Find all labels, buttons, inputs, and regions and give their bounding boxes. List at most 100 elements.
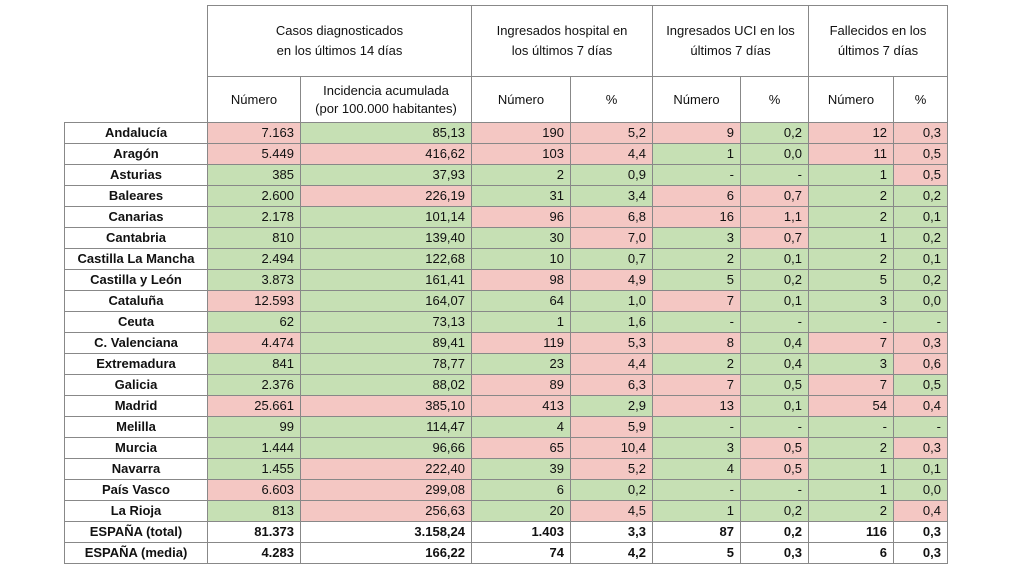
value-cell: - [808,416,894,438]
blank-cell [65,6,208,77]
value-cell: 65 [471,437,571,459]
total-cell: 116 [808,521,894,543]
value-cell: 7.163 [207,122,301,144]
value-cell: 161,41 [300,269,472,291]
value-cell: 20 [471,500,571,522]
region-row: Baleares 2.600 226,19 31 3,4 6 0,7 2 0,2 [64,185,948,207]
value-cell: 13 [652,395,741,417]
value-cell: 0,3 [893,122,948,144]
region-name: Murcia [64,437,208,459]
value-cell: - [893,416,948,438]
value-cell: 5,2 [570,458,653,480]
value-cell: 3.873 [207,269,301,291]
value-cell: 2 [471,164,571,186]
value-cell: 3 [652,437,741,459]
value-cell: 89 [471,374,571,396]
value-cell: 1 [652,500,741,522]
value-cell: 0,2 [893,269,948,291]
value-cell: 114,47 [300,416,472,438]
value-cell: 0,1 [740,248,809,270]
value-cell: 30 [471,227,571,249]
value-cell: 0,7 [740,185,809,207]
region-row: Cantabria 810 139,40 30 7,0 3 0,7 1 0,2 [64,227,948,249]
value-cell: 5 [652,269,741,291]
value-cell: 3,4 [570,185,653,207]
value-cell: 39 [471,458,571,480]
value-cell: 62 [207,311,301,333]
region-name: Cataluña [64,290,208,312]
value-cell: 810 [207,227,301,249]
value-cell: 37,93 [300,164,472,186]
value-cell: 2.600 [207,185,301,207]
value-cell: - [893,311,948,333]
total-cell: 74 [471,542,571,564]
region-row: Ceuta 62 73,13 1 1,6- - - - [64,311,948,333]
value-cell: 0,0 [893,290,948,312]
value-cell: 85,13 [300,122,472,144]
value-cell: 0,7 [570,248,653,270]
value-cell: 12 [808,122,894,144]
value-cell: 385,10 [300,395,472,417]
value-cell: 12.593 [207,290,301,312]
value-cell: 96,66 [300,437,472,459]
value-cell: 0,3 [893,332,948,354]
value-cell: 7 [808,374,894,396]
value-cell: 101,14 [300,206,472,228]
table-body: Casos diagnosticados en los últimos 14 d… [64,5,948,564]
region-name: Castilla La Mancha [64,248,208,270]
value-cell: 0,0 [893,479,948,501]
total-cell: 0,2 [740,521,809,543]
column-header: % [740,76,809,123]
value-cell: 2 [808,437,894,459]
region-name: País Vasco [64,479,208,501]
blank-cell [65,77,208,123]
region-name: C. Valenciana [64,332,208,354]
value-cell: 4,4 [570,143,653,165]
total-cell: 0,3 [740,542,809,564]
region-name: Cantabria [64,227,208,249]
value-cell: 9 [652,122,741,144]
group-header: Ingresados UCI en los últimos 7 días [652,5,809,77]
value-cell: 0,7 [740,227,809,249]
region-name: Galicia [64,374,208,396]
value-cell: 0,4 [740,332,809,354]
value-cell: 0,5 [893,164,948,186]
region-row: Navarra 1.455 222,40 39 5,2 4 0,5 1 0,1 [64,458,948,480]
value-cell: 99 [207,416,301,438]
value-cell: 385 [207,164,301,186]
value-cell: 7,0 [570,227,653,249]
value-cell: 416,62 [300,143,472,165]
column-header: % [893,76,948,123]
value-cell: 2 [808,206,894,228]
value-cell: 164,07 [300,290,472,312]
value-cell: 1.444 [207,437,301,459]
value-cell: 0,5 [893,143,948,165]
region-name: Ceuta [64,311,208,333]
region-name: Baleares [64,185,208,207]
region-name: Extremadura [64,353,208,375]
value-cell: 98 [471,269,571,291]
total-row: ESPAÑA (total) 81.373 3.158,24 1.403 3,3 87 0,… [64,521,948,543]
value-cell: 2.376 [207,374,301,396]
total-cell: 1.403 [471,521,571,543]
value-cell: 0,2 [740,500,809,522]
value-cell: 10,4 [570,437,653,459]
total-cell: 87 [652,521,741,543]
region-row: Aragón 5.449 416,62 103 4,4 1 0,0 11 0,5 [64,143,948,165]
value-cell: 6 [471,479,571,501]
total-name: ESPAÑA (media) [64,542,208,564]
value-cell: 841 [207,353,301,375]
total-cell: 0,3 [893,542,948,564]
value-cell: - [740,164,809,186]
value-cell: 1.455 [207,458,301,480]
total-name: ESPAÑA (total) [64,521,208,543]
value-cell: - [652,311,741,333]
value-cell: 0,5 [740,458,809,480]
value-cell: - [740,479,809,501]
value-cell: 0,1 [893,206,948,228]
region-row: Castilla y León 3.873 161,41 98 4,9 5 0,2 5 0,2 [64,269,948,291]
region-row: Melilla 99 114,47 4 5,9- - - - [64,416,948,438]
column-header: Número [808,76,894,123]
region-row: La Rioja 813 256,63 20 4,5 1 0,2 2 0,4 [64,500,948,522]
